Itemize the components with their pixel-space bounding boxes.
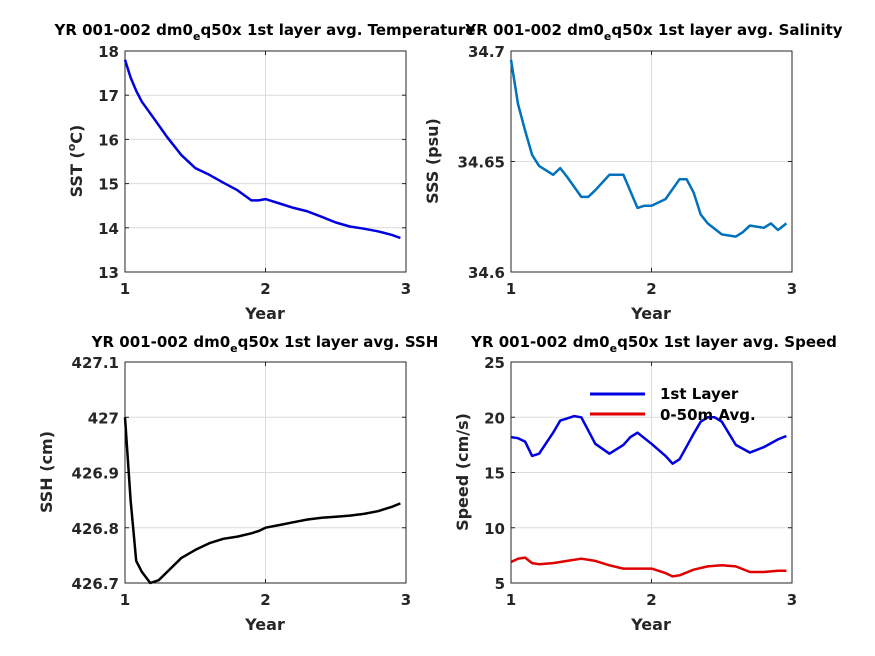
x-tick-label: 2 <box>260 591 270 609</box>
series-line-0 <box>123 59 401 240</box>
panel-sss: 1 2 3 34.6 34.65 34.7 YR 001-002 dm0eq50x 1st… <box>423 21 843 323</box>
series-line-0-50m-avg- <box>510 556 787 578</box>
y-tick-label: 16 <box>98 131 119 149</box>
y-tick-label: 10 <box>484 520 505 538</box>
y-tick-label: 15 <box>98 176 119 194</box>
y-axis-label: SST (oC) <box>65 125 86 198</box>
panel-title: YR 001-002 dm0eq50x 1st layer avg. SSH <box>91 333 439 355</box>
y-tick-label: 426.8 <box>72 520 119 538</box>
y-tick-label: 5 <box>495 575 505 593</box>
plot-area: 1 2 3 13 14 15 16 17 18 <box>98 43 411 298</box>
legend-label: 0-50m Avg. <box>660 406 756 424</box>
x-tick-label: 3 <box>787 280 797 298</box>
y-tick-label: 13 <box>98 264 119 282</box>
y-tick-label: 427.1 <box>72 354 119 372</box>
y-tick-label: 34.6 <box>468 264 505 282</box>
y-tick-label: 34.7 <box>468 43 505 61</box>
series-line-0 <box>123 417 401 585</box>
y-tick-label: 18 <box>98 43 119 61</box>
plot-area: 1 2 3 34.6 34.65 34.7 <box>458 43 798 298</box>
series-line-1st-layer <box>510 414 787 465</box>
plot-area: 1 2 3 426.7 426.8 426.9 427 427.1 <box>72 354 412 609</box>
x-tick-label: 1 <box>120 280 130 298</box>
x-tick-label: 3 <box>401 591 411 609</box>
panel-speed: 1 2 3 5 10 15 20 25 YR 001-002 dm0eq50x 1st lay… <box>453 333 837 634</box>
y-axis-label: SSS (psu) <box>423 118 442 204</box>
y-axis-label: SSH (cm) <box>37 431 56 513</box>
x-tick-label: 1 <box>120 591 130 609</box>
y-tick-label: 427 <box>88 409 119 427</box>
panel-title: YR 001-002 dm0eq50x 1st layer avg. Tempe… <box>53 21 475 43</box>
y-tick-label: 426.9 <box>72 465 119 483</box>
x-tick-label: 3 <box>401 280 411 298</box>
y-tick-label: 426.7 <box>72 575 119 593</box>
y-tick-label: 17 <box>98 87 119 105</box>
series-line-0 <box>509 59 788 238</box>
x-tick-label: 2 <box>646 280 656 298</box>
x-tick-label: 2 <box>260 280 270 298</box>
legend: 1st Layer 0-50m Avg. <box>590 385 756 424</box>
x-tick-label: 1 <box>506 591 516 609</box>
panel-sst: 1 2 3 13 14 15 16 17 18 YR 001-002 dm0eq50x 1st … <box>53 21 475 323</box>
panel-ssh: 1 2 3 426.7 426.8 426.9 427 427.1 YR 001-002 dm… <box>37 333 438 634</box>
y-tick-label: 20 <box>484 409 505 427</box>
y-tick-label: 25 <box>484 354 505 372</box>
x-axis-label: Year <box>630 304 671 323</box>
y-axis-label: Speed (cm/s) <box>453 413 472 531</box>
x-tick-label: 2 <box>646 591 656 609</box>
x-tick-label: 1 <box>506 280 516 298</box>
y-tick-label: 14 <box>98 220 119 238</box>
x-tick-label: 3 <box>787 591 797 609</box>
x-axis-label: Year <box>244 615 285 634</box>
x-axis-label: Year <box>630 615 671 634</box>
legend-label: 1st Layer <box>660 385 739 403</box>
x-axis-label: Year <box>244 304 285 323</box>
plot-area: 1 2 3 5 10 15 20 25 <box>484 354 797 609</box>
panel-title: YR 001-002 dm0eq50x 1st layer avg. Speed <box>470 333 837 355</box>
y-tick-label: 34.65 <box>458 154 505 172</box>
panel-title: YR 001-002 dm0eq50x 1st layer avg. Salin… <box>464 21 842 43</box>
y-tick-label: 15 <box>484 465 505 483</box>
